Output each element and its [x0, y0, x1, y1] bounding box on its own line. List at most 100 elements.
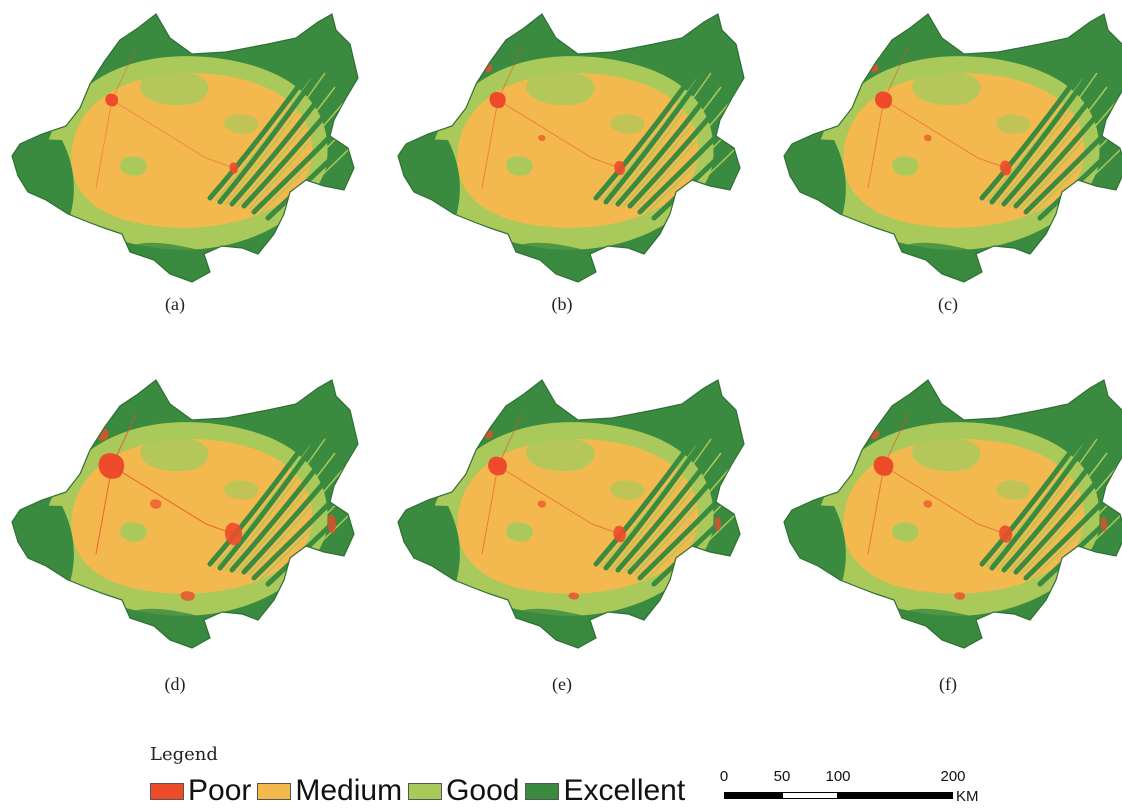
poor-urban-patch	[954, 592, 966, 600]
panel-caption-a: (a)	[165, 294, 185, 314]
poor-urban-patch	[180, 591, 195, 601]
legend-swatch-excellent	[525, 782, 560, 800]
ridge-edge	[622, 452, 722, 574]
region-map	[11, 13, 359, 283]
good-patch	[224, 480, 259, 500]
road-line	[111, 99, 235, 169]
ridge-line	[1001, 81, 1105, 207]
poor-urban-patch	[924, 134, 932, 142]
legend-item-poor: Poor	[150, 776, 251, 806]
ridge-line	[627, 461, 729, 575]
ridge-edge	[622, 86, 722, 208]
road-line	[867, 465, 885, 555]
scale-unit: KM	[956, 788, 979, 805]
ridge-edge	[610, 438, 712, 572]
ridge-line	[229, 447, 333, 573]
excellent-zone	[398, 138, 460, 228]
excellent-zone	[784, 504, 846, 594]
ridge-line	[603, 433, 709, 571]
legend-label-medium: Medium	[295, 774, 403, 807]
good-patch	[996, 114, 1031, 134]
map-panel-b	[392, 8, 752, 308]
scale-tick-50: 50	[773, 768, 791, 785]
road-line	[497, 413, 523, 467]
scale-tick-0: 0	[719, 768, 729, 785]
legend-label-excellent: Excellent	[563, 774, 686, 807]
road-line	[95, 99, 113, 189]
panel-caption-c: (c)	[938, 294, 958, 314]
good-patch	[996, 480, 1031, 500]
poor-urban-core	[98, 453, 125, 479]
road-line	[497, 465, 621, 535]
ridge-line	[593, 439, 695, 567]
ridge-line	[615, 447, 719, 573]
ridge-edge	[236, 452, 336, 574]
road-line	[481, 465, 499, 555]
good-patch	[526, 436, 595, 472]
panel-caption-e: (e)	[552, 674, 572, 694]
scale-segment-3	[838, 792, 953, 799]
excellent-zone	[12, 138, 74, 228]
ridge-line	[241, 461, 343, 575]
poor-urban-patch	[538, 134, 546, 142]
good-patch	[120, 522, 147, 542]
road-line	[497, 47, 523, 101]
region-map	[783, 13, 1122, 283]
poor-urban-patch	[327, 514, 337, 534]
legend-item-medium: Medium	[257, 776, 402, 806]
scale-segment-1	[724, 792, 782, 799]
map-panel-a	[6, 8, 366, 308]
scale-segment-2	[782, 792, 838, 799]
ridge-edge	[1020, 100, 1118, 210]
poor-urban-patch	[923, 500, 933, 508]
ridge-edge	[1008, 86, 1108, 208]
region-map	[397, 13, 745, 283]
region-map	[783, 379, 1122, 649]
ridge-line	[593, 73, 695, 201]
ridge-edge	[224, 438, 326, 572]
ridge-edge	[996, 72, 1098, 206]
road-line	[883, 99, 1007, 169]
map-panel-c	[778, 8, 1122, 308]
ridge-edge	[224, 72, 326, 206]
road-line	[481, 99, 499, 189]
legend: Poor Medium Good Excellent	[150, 776, 691, 806]
region-outline	[397, 379, 745, 649]
ridge-line	[1013, 461, 1115, 575]
good-patch	[610, 480, 645, 500]
good-patch	[610, 114, 645, 134]
road-line	[883, 47, 909, 101]
map-panel-f	[778, 374, 1122, 674]
poor-urban-core	[105, 93, 119, 107]
legend-label-poor: Poor	[188, 774, 252, 807]
good-patch	[892, 522, 919, 542]
panel-caption-f: (f)	[939, 674, 957, 694]
road-line	[111, 413, 137, 467]
ridge-line	[241, 95, 343, 209]
ridge-edge	[634, 466, 732, 576]
map-panel-d	[6, 374, 366, 674]
ridge-line	[603, 67, 709, 205]
good-patch	[140, 70, 209, 106]
ridge-edge	[634, 100, 732, 210]
panel-caption-d: (d)	[164, 674, 186, 694]
scale-bar: 0 50 100 200 KM	[718, 768, 998, 808]
legend-title: Legend	[150, 744, 218, 765]
good-patch	[892, 156, 919, 176]
ridge-edge	[1020, 466, 1118, 576]
excellent-zone	[12, 504, 74, 594]
region-outline	[397, 13, 745, 283]
region-outline	[11, 13, 359, 283]
ridge-line	[207, 73, 309, 201]
ridge-line	[1013, 95, 1115, 209]
ridge-line	[979, 439, 1081, 567]
good-patch	[912, 70, 981, 106]
map-panel-e	[392, 374, 752, 674]
legend-item-good: Good	[408, 776, 519, 806]
ridge-line	[615, 81, 719, 207]
region-map	[397, 379, 745, 649]
region-outline	[783, 13, 1122, 283]
region-map	[11, 379, 359, 649]
poor-urban-patch	[568, 592, 579, 600]
ridge-line	[989, 433, 1095, 571]
